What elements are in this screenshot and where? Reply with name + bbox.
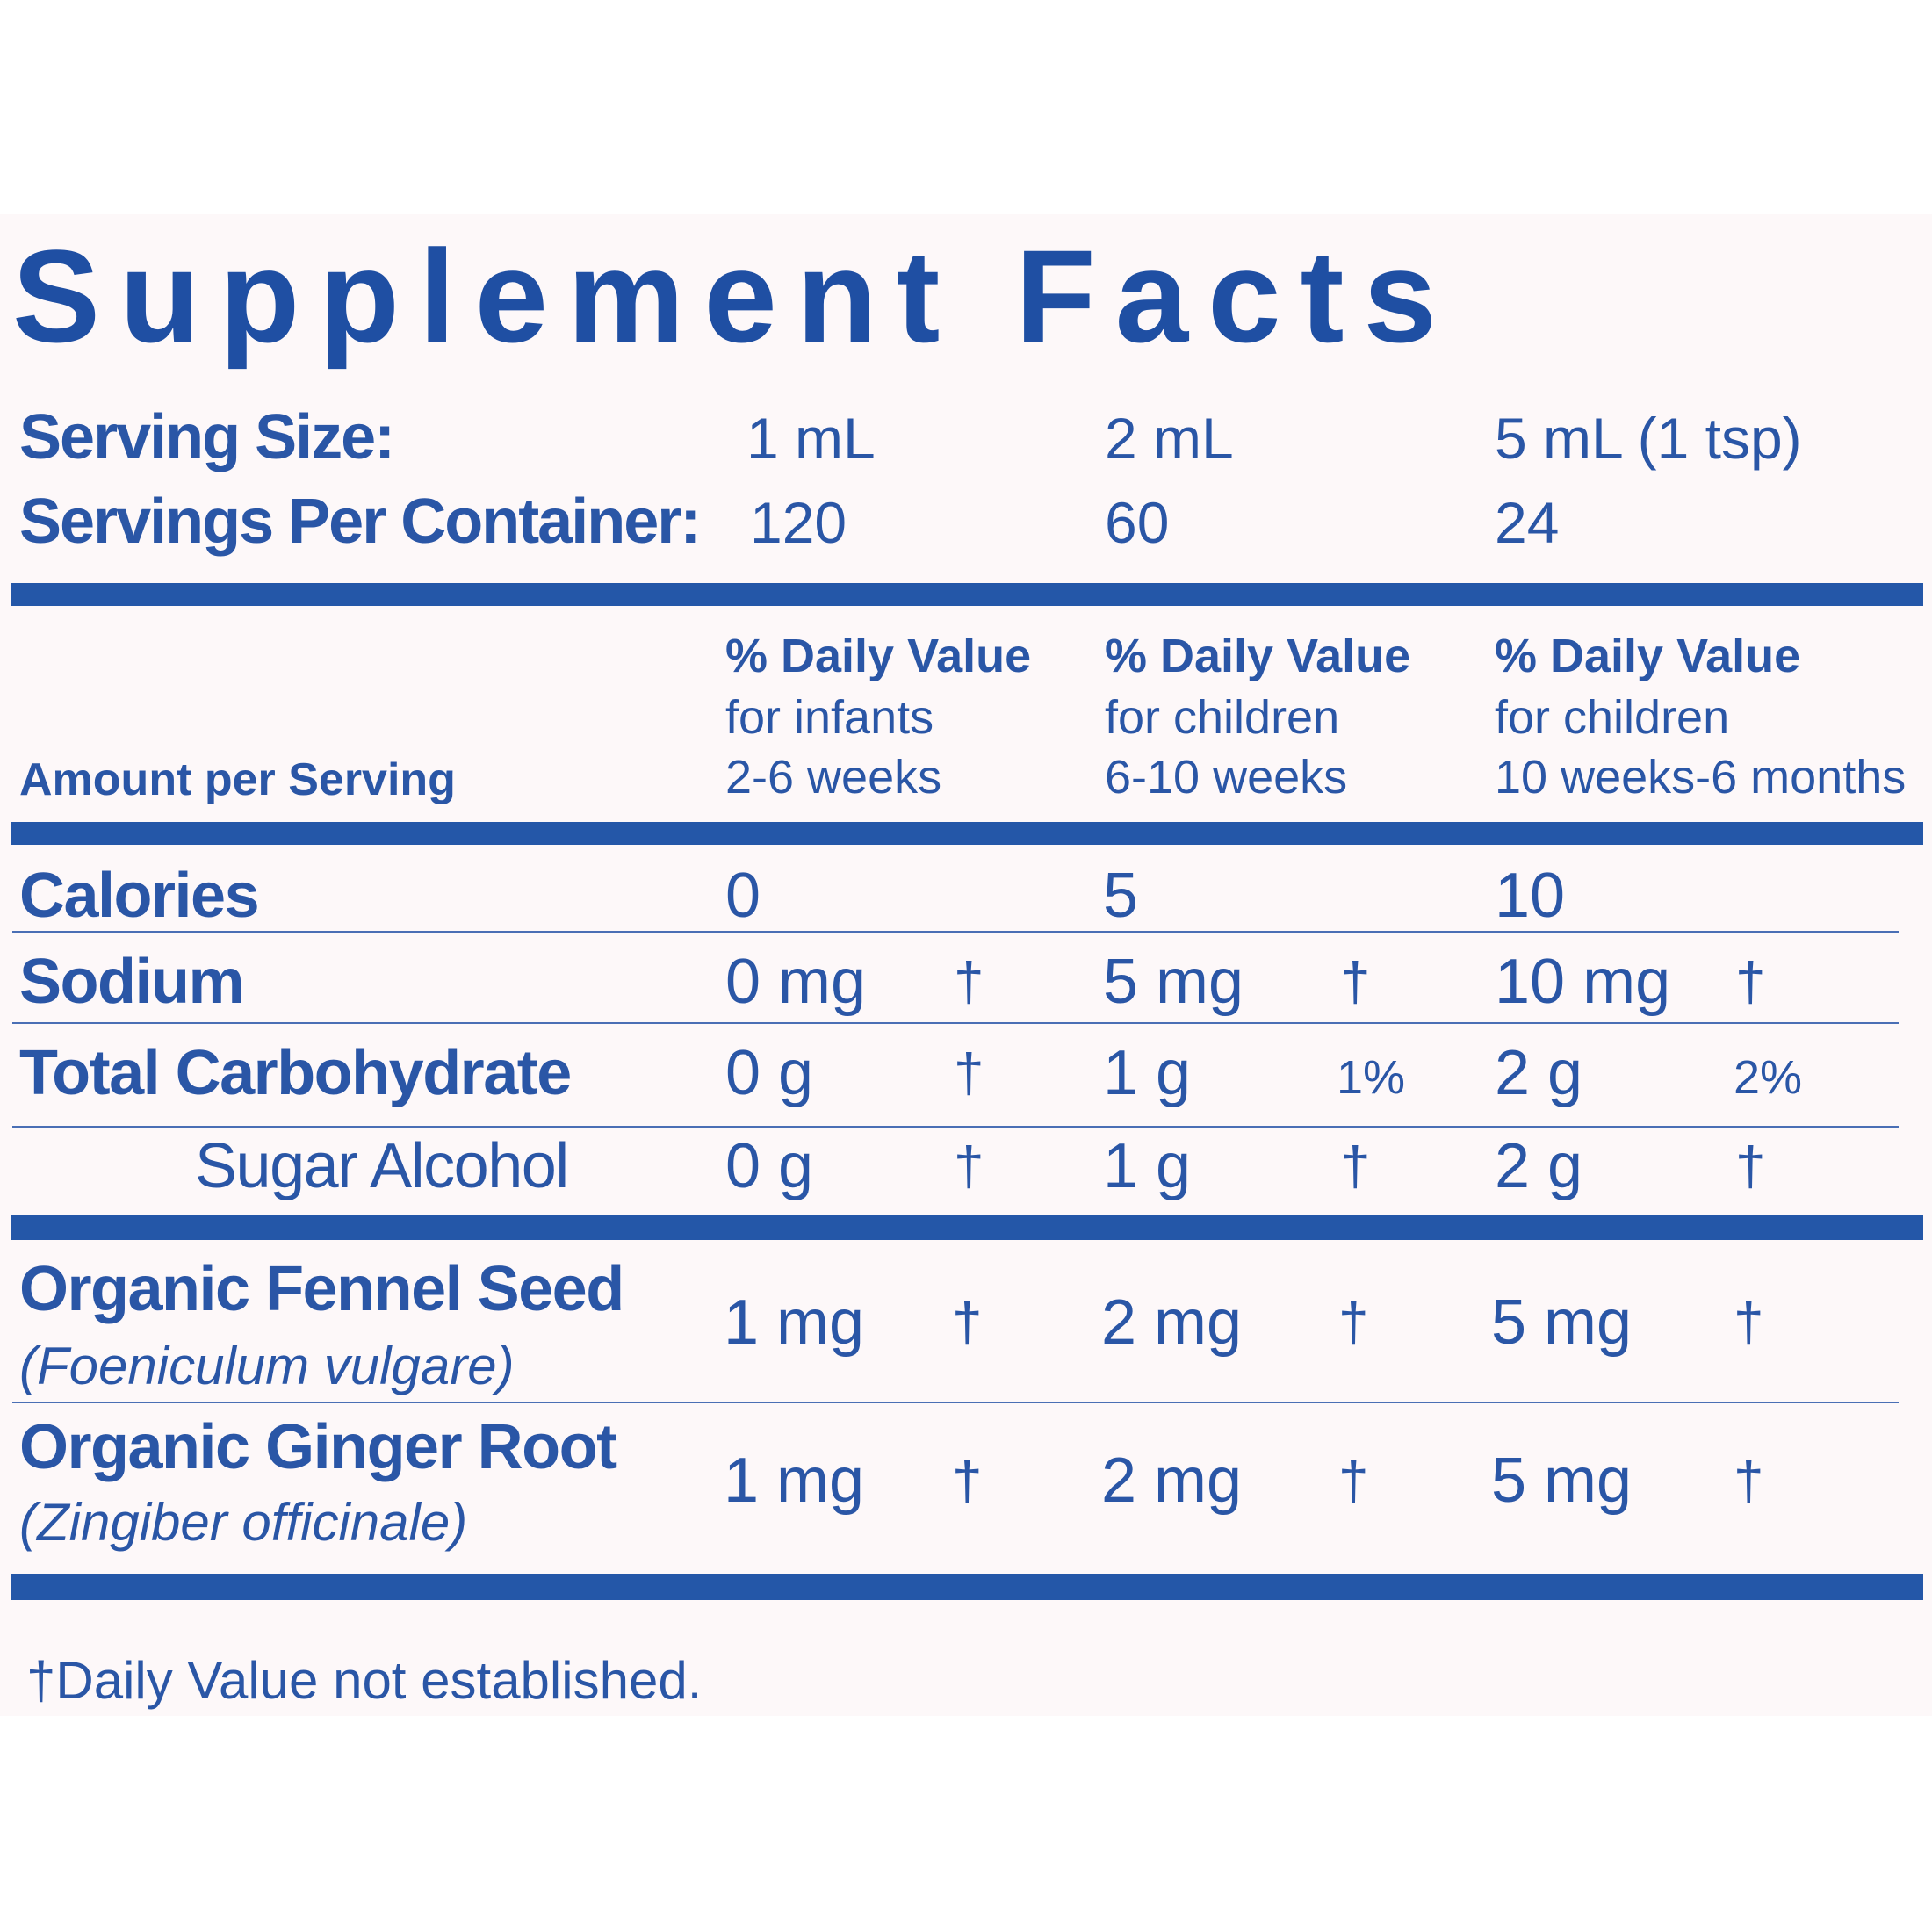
dv-header-2-line2: for children	[1105, 691, 1340, 744]
ginger-dv-2: †	[1338, 1451, 1369, 1511]
sodium-value-2: 5 mg	[1103, 947, 1244, 1017]
row-divider	[12, 931, 1899, 933]
sodium-dv-1: †	[954, 952, 984, 1013]
ginger-dv-3: †	[1734, 1451, 1764, 1511]
dv-header-3-line2: for children	[1495, 691, 1730, 744]
supplement-facts-panel	[0, 214, 1932, 1716]
sodium-dv-2: †	[1340, 952, 1371, 1013]
fennel-value-2: 2 mg	[1101, 1287, 1243, 1358]
calories-value-3: 10	[1495, 861, 1566, 931]
dv-header-2-line3: 6-10 weeks	[1105, 751, 1348, 804]
sodium-value-3: 10 mg	[1495, 947, 1671, 1017]
amount-per-serving-label: Amount per Serving	[19, 754, 456, 805]
ginger-latin-close-paren: )	[450, 1493, 468, 1552]
sugar-alcohol-label: Sugar Alcohol	[195, 1131, 569, 1201]
serving-size-label: Serving Size:	[19, 402, 395, 472]
serving-size-3: 5 mL (1 tsp)	[1495, 406, 1802, 471]
row-divider	[12, 1126, 1899, 1128]
ginger-dv-1: †	[952, 1451, 983, 1511]
dv-header-3-title: % Daily Value	[1495, 630, 1801, 682]
calories-value-2: 5	[1103, 861, 1139, 931]
dv-header-1-line3: 2-6 weeks	[725, 751, 942, 804]
carbohydrate-value-2: 1 g	[1103, 1038, 1192, 1108]
carbohydrate-value-3: 2 g	[1495, 1038, 1583, 1108]
serving-size-2: 2 mL	[1105, 406, 1234, 471]
fennel-value-3: 5 mg	[1491, 1287, 1633, 1358]
dv-header-1-line2: for infants	[725, 691, 934, 744]
fennel-latin-name: Foeniculum vulgare	[36, 1337, 497, 1395]
rule-thick	[11, 822, 1923, 845]
fennel-dv-3: †	[1734, 1293, 1764, 1353]
servings-per-container-2: 60	[1105, 490, 1170, 555]
calories-label: Calories	[19, 861, 260, 931]
ginger-value-2: 2 mg	[1101, 1445, 1243, 1516]
sugar-alcohol-value-1: 0 g	[725, 1131, 814, 1201]
footnote: †Daily Value not established.	[26, 1651, 703, 1710]
sugar-alcohol-dv-2: †	[1340, 1136, 1371, 1197]
carbohydrate-value-1: 0 g	[725, 1038, 814, 1108]
sodium-label: Sodium	[19, 947, 245, 1017]
calories-value-1: 0	[725, 861, 761, 931]
servings-per-container-3: 24	[1495, 490, 1560, 555]
sugar-alcohol-value-3: 2 g	[1495, 1131, 1583, 1201]
row-divider	[12, 1402, 1899, 1403]
ginger-root-label: Organic Ginger Root	[19, 1412, 617, 1482]
fennel-value-1: 1 mg	[724, 1287, 865, 1358]
serving-size-1: 1 mL	[746, 406, 876, 471]
fennel-seed-label: Organic Fennel Seed	[19, 1254, 624, 1324]
fennel-dv-1: †	[952, 1293, 983, 1353]
sugar-alcohol-dv-3: †	[1735, 1136, 1766, 1197]
ginger-latin-name: Zingiber officinale	[36, 1493, 451, 1552]
fennel-latin-open-paren: (	[19, 1337, 37, 1395]
dv-header-2-title: % Daily Value	[1105, 630, 1411, 682]
panel-title: Supplement Facts	[12, 222, 1456, 370]
ginger-value-3: 5 mg	[1491, 1445, 1633, 1516]
dv-header-3-line3: 10 weeks-6 months	[1495, 751, 1907, 804]
carbohydrate-dv-2: 1%	[1337, 1051, 1406, 1104]
ginger-value-1: 1 mg	[724, 1445, 865, 1516]
dv-header-1-title: % Daily Value	[725, 630, 1032, 682]
sodium-dv-3: †	[1735, 952, 1766, 1013]
fennel-dv-2: †	[1338, 1293, 1369, 1353]
ginger-latin-open-paren: (	[19, 1493, 37, 1552]
carbohydrate-dv-1: †	[954, 1043, 984, 1104]
carbohydrate-dv-3: 2%	[1734, 1051, 1803, 1104]
servings-per-container-label: Servings Per Container:	[19, 487, 701, 557]
fennel-latin-close-paren: )	[496, 1337, 515, 1395]
rule-thick	[11, 583, 1923, 606]
rule-thick	[11, 1574, 1923, 1600]
sugar-alcohol-dv-1: †	[954, 1136, 984, 1197]
total-carbohydrate-label: Total Carbohydrate	[19, 1038, 572, 1108]
sugar-alcohol-value-2: 1 g	[1103, 1131, 1192, 1201]
row-divider	[12, 1022, 1899, 1024]
sodium-value-1: 0 mg	[725, 947, 867, 1017]
servings-per-container-1: 120	[750, 490, 847, 555]
rule-thick	[11, 1215, 1923, 1240]
